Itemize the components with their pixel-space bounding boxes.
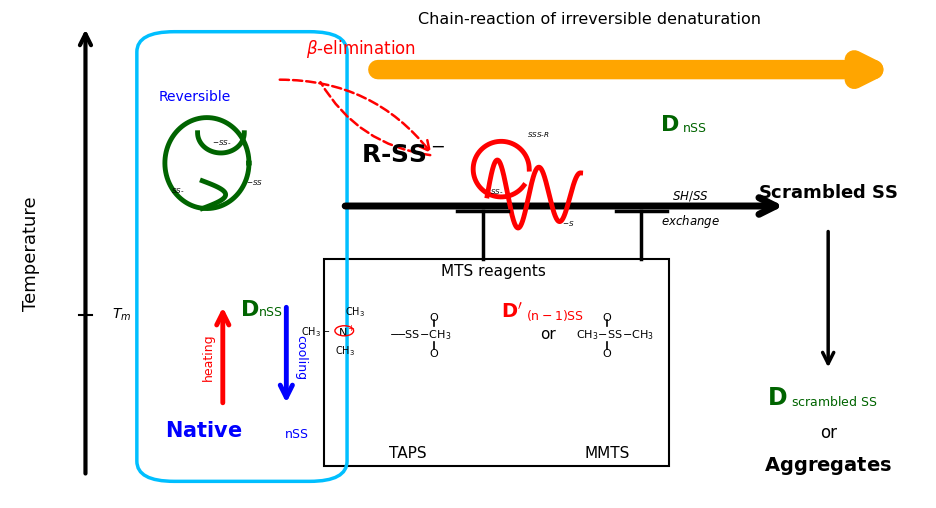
- Text: $\mathsf{nSS}$: $\mathsf{nSS}$: [258, 306, 283, 319]
- Text: or: or: [819, 424, 836, 442]
- Text: $\mathbf{Aggregates}$: $\mathbf{Aggregates}$: [763, 455, 891, 477]
- Text: Chain-reaction of irreversible denaturation: Chain-reaction of irreversible denaturat…: [418, 12, 761, 26]
- FancyBboxPatch shape: [323, 259, 668, 466]
- Text: $_{-SS}$: $_{-SS}$: [246, 178, 263, 188]
- Text: $\mathbf{D}$: $\mathbf{D}$: [767, 386, 787, 410]
- Text: $\mathsf{(n-1)SS}$: $\mathsf{(n-1)SS}$: [526, 308, 584, 323]
- Text: MMTS: MMTS: [583, 446, 629, 461]
- Text: $\mathsf{O}$: $\mathsf{O}$: [601, 346, 611, 359]
- Text: $\mathbf{Native}$: $\mathbf{Native}$: [165, 421, 242, 441]
- Text: or: or: [539, 327, 555, 342]
- Text: $\mathsf{CH_3}$: $\mathsf{CH_3}$: [344, 305, 364, 319]
- Text: $\mathsf{O}$: $\mathsf{O}$: [429, 311, 439, 323]
- Text: $_{-S}$: $_{-S}$: [562, 218, 574, 229]
- Text: $\mathbf{D}$: $\mathbf{D}$: [240, 300, 258, 320]
- Text: MTS reagents: MTS reagents: [441, 264, 546, 279]
- Text: heating: heating: [202, 334, 215, 382]
- Text: $\mathsf{nSS}$: $\mathsf{nSS}$: [680, 122, 706, 135]
- Text: $_{-SS\text{-}}$: $_{-SS\text{-}}$: [212, 138, 231, 148]
- Text: $\mathbf{D}$: $\mathbf{D}$: [659, 115, 679, 135]
- Text: $_{SSS\text{-}R}$: $_{SSS\text{-}R}$: [527, 130, 549, 140]
- Text: $\mathsf{+}$: $\mathsf{+}$: [346, 323, 355, 333]
- Text: $\mathsf{O}$: $\mathsf{O}$: [601, 311, 611, 323]
- Text: $\mathsf{nSS}$: $\mathsf{nSS}$: [284, 428, 308, 441]
- Text: $\mathsf{scrambled\ SS}$: $\mathsf{scrambled\ SS}$: [790, 395, 876, 408]
- Text: $\mathsf{CH_3\!-\!SS\!-\!CH_3}$: $\mathsf{CH_3\!-\!SS\!-\!CH_3}$: [576, 328, 653, 342]
- Text: TAPS: TAPS: [388, 446, 426, 461]
- Text: $_{SS\text{-}}$: $_{SS\text{-}}$: [490, 187, 503, 197]
- Text: cooling: cooling: [294, 335, 306, 380]
- Text: $\mathit{exchange}$: $\mathit{exchange}$: [661, 213, 720, 230]
- Text: $\mathsf{CH_3-}$: $\mathsf{CH_3-}$: [301, 326, 330, 339]
- Text: $\mathit{SH/SS}$: $\mathit{SH/SS}$: [672, 189, 709, 203]
- Text: Temperature: Temperature: [22, 197, 40, 311]
- Text: $\mathsf{O}$: $\mathsf{O}$: [429, 346, 439, 359]
- Text: $T_m$: $T_m$: [111, 306, 131, 323]
- Text: Reversible: Reversible: [158, 90, 230, 104]
- Text: $_{SS\text{-}}$: $_{SS\text{-}}$: [171, 186, 184, 196]
- Text: $\mathsf{CH_3}$: $\mathsf{CH_3}$: [335, 344, 355, 358]
- Text: $\beta$-elimination: $\beta$-elimination: [306, 39, 416, 60]
- Text: $\mathbf{D'}$: $\mathbf{D'}$: [501, 302, 522, 322]
- Text: $\mathbf{Scrambled\ SS}$: $\mathbf{Scrambled\ SS}$: [757, 184, 898, 202]
- Text: $\mathsf{N}$: $\mathsf{N}$: [337, 326, 346, 338]
- Text: $\mathsf{-\!\!-\!\!SS\!-\!CH_3}$: $\mathsf{-\!\!-\!\!SS\!-\!CH_3}$: [388, 328, 451, 342]
- Text: $\mathbf{R}$-$\mathbf{SS}^-$: $\mathbf{R}$-$\mathbf{SS}^-$: [360, 143, 445, 168]
